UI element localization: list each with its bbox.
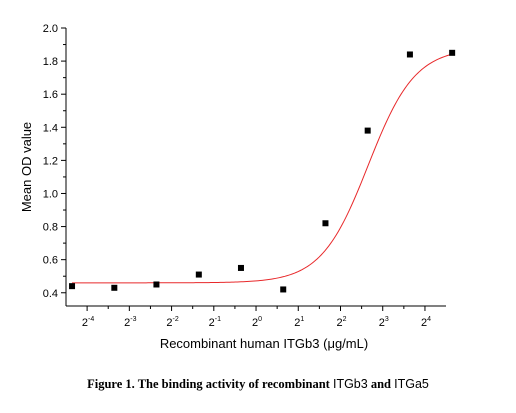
fit-curve [72, 53, 453, 284]
data-point [111, 284, 118, 291]
y-tick-label: 1.0 [43, 188, 58, 200]
x-tick-base: 2 [82, 317, 88, 329]
y-tick-label: 0.6 [43, 255, 58, 267]
y-tick-label: 1.2 [43, 155, 58, 167]
y-tick-label: 1.6 [43, 89, 58, 101]
x-tick-exponent: -1 [215, 316, 221, 323]
x-tick-base: 2 [209, 317, 215, 329]
x-tick-label: 2-4 [82, 316, 94, 329]
y-tick-label: 2.0 [43, 23, 58, 35]
data-point [322, 220, 329, 227]
x-tick-exponent: -2 [173, 316, 179, 323]
data-point [69, 283, 76, 290]
caption-part-3: and [367, 377, 395, 391]
x-tick-exponent: 1 [300, 316, 304, 323]
data-point [280, 286, 287, 293]
data-point [449, 49, 456, 56]
x-tick-exponent: -3 [130, 316, 136, 323]
x-tick-exponent: 3 [385, 316, 389, 323]
y-tick-label: 0.4 [43, 288, 58, 300]
x-tick-base: 2 [421, 317, 427, 329]
data-point [153, 281, 160, 288]
y-tick-label: 0.8 [43, 222, 58, 234]
figure-caption: Figure 1. The binding activity of recomb… [0, 377, 516, 392]
x-tick-label: 21 [294, 316, 304, 329]
x-tick-label: 24 [421, 316, 431, 329]
y-axis-ticks: 0.4 0.6 0.8 1.0 1.2 1.4 1.6 1.8 2.0 [43, 23, 66, 300]
x-tick-exponent: 0 [258, 316, 262, 323]
data-point [195, 271, 202, 278]
y-tick-label: 1.4 [43, 122, 58, 134]
x-axis-title: Recombinant human ITGb3 (μg/mL) [160, 336, 368, 351]
binding-activity-chart: 0.40.60.81.01.21.41.61.82.0 2-4 2-3 2-2 2-1… [19, 23, 456, 351]
x-tick-label: 23 [379, 316, 389, 329]
caption-part-2: ITGb3 [332, 377, 368, 391]
caption-part-1: Figure 1. The binding activity of recomb… [87, 377, 333, 391]
x-tick-base: 2 [124, 317, 130, 329]
y-tick-label: 1.8 [43, 56, 58, 68]
y-axis-title: Mean OD value [19, 122, 34, 212]
x-tick-exponent: 4 [427, 316, 431, 323]
x-axis-ticks: 2-4 2-3 2-2 2-1 20 21 22 23 24 [82, 306, 431, 329]
x-tick-label: 2-1 [209, 316, 221, 329]
data-point [237, 264, 244, 271]
caption-part-4: ITGa5 [394, 377, 429, 391]
x-tick-label: 20 [252, 316, 262, 329]
x-tick-base: 2 [294, 317, 300, 329]
data-points [69, 49, 456, 293]
data-point [406, 51, 413, 58]
x-tick-label: 2-3 [124, 316, 136, 329]
x-tick-exponent: -4 [88, 316, 94, 323]
x-tick-label: 22 [336, 316, 346, 329]
x-tick-base: 2 [166, 317, 172, 329]
x-tick-base: 2 [336, 317, 342, 329]
x-tick-base: 2 [252, 317, 258, 329]
data-point [364, 127, 371, 134]
x-tick-label: 2-2 [166, 316, 178, 329]
x-tick-base: 2 [379, 317, 385, 329]
x-tick-exponent: 2 [343, 316, 347, 323]
